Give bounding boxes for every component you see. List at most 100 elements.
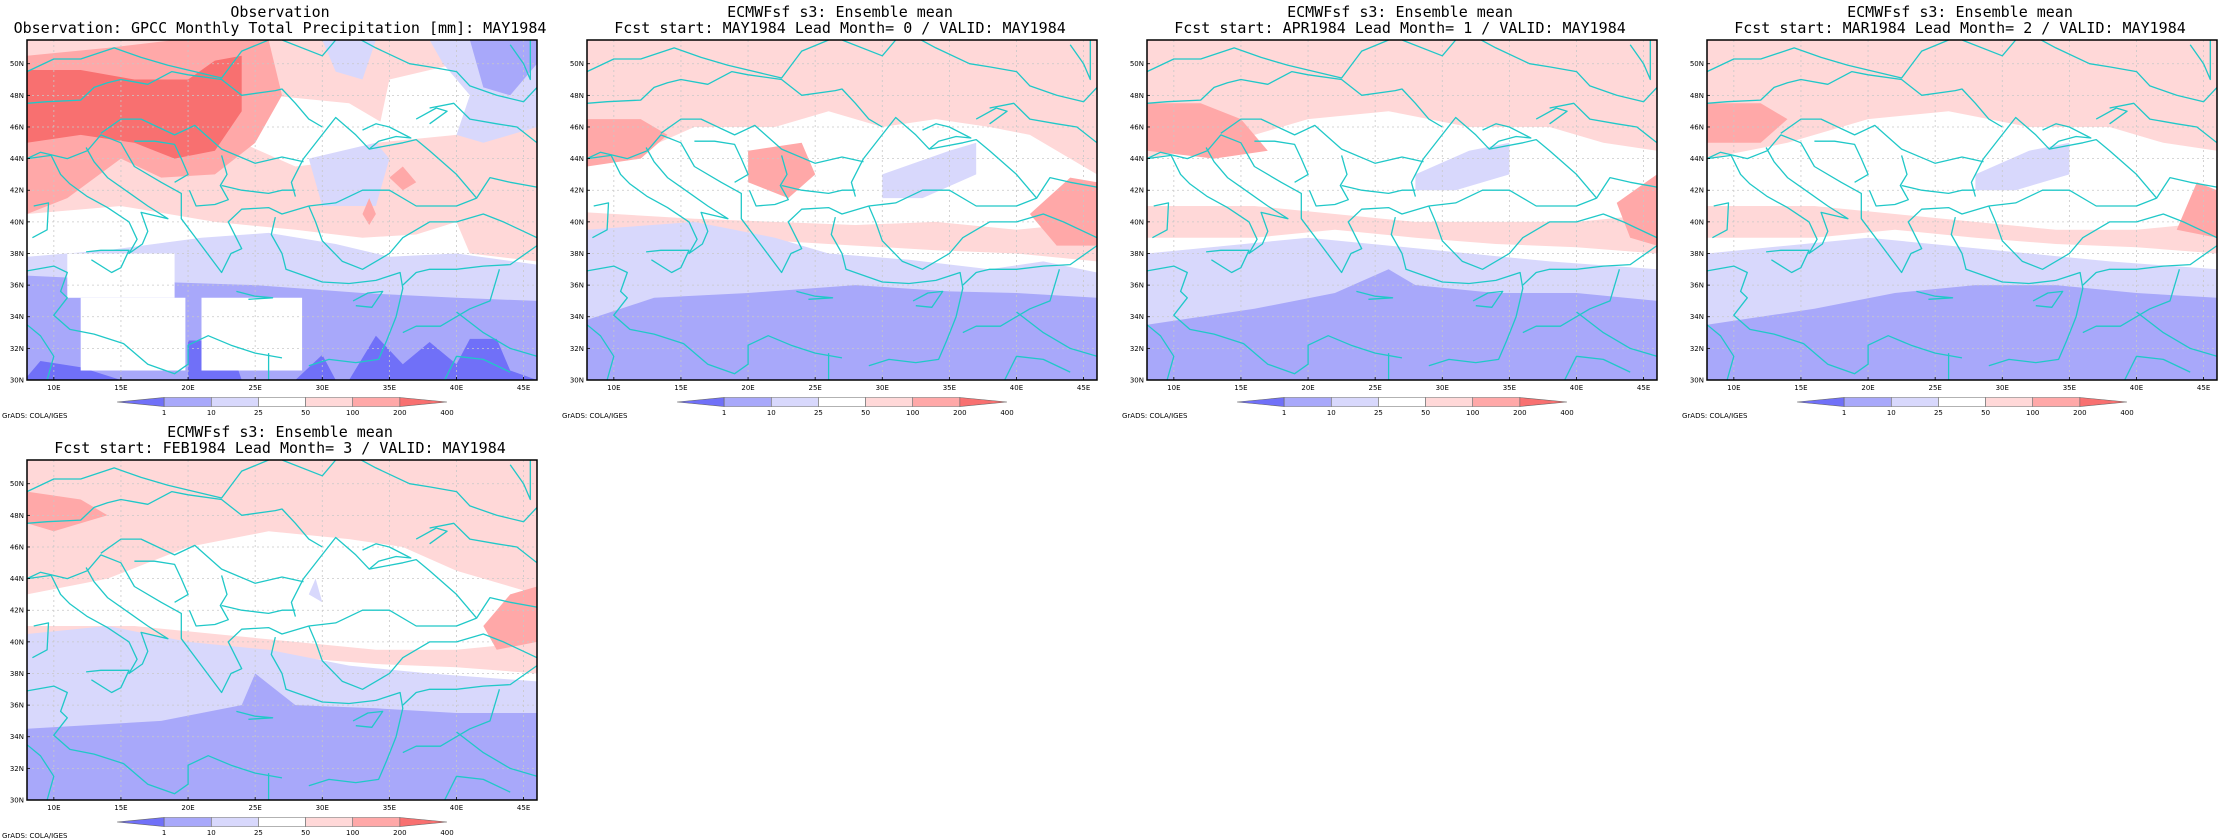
lat-tick-label: 38N bbox=[10, 250, 24, 258]
colorbar-label: 400 bbox=[1000, 409, 1013, 417]
colorbar-label: 1 bbox=[162, 409, 166, 417]
lon-tick-label: 40E bbox=[1570, 384, 1583, 392]
lon-tick-label: 45E bbox=[517, 804, 530, 812]
lon-tick-label: 15E bbox=[674, 384, 687, 392]
lat-tick-label: 50N bbox=[570, 60, 584, 68]
panel-title: ECMWFsf s3: Ensemble mean bbox=[1287, 3, 1513, 21]
lon-tick-label: 25E bbox=[1928, 384, 1941, 392]
colorbar-swatch bbox=[865, 397, 914, 407]
lat-tick-label: 30N bbox=[1690, 377, 1704, 385]
lon-tick-label: 20E bbox=[181, 804, 194, 812]
lat-tick-label: 46N bbox=[1690, 123, 1704, 131]
shade-region bbox=[587, 119, 668, 167]
lat-tick-label: 34N bbox=[10, 313, 24, 321]
coastlines bbox=[587, 40, 1097, 380]
lon-tick-label: 25E bbox=[1368, 384, 1381, 392]
colorbar-swatch bbox=[2032, 397, 2081, 407]
colorbar-swatch bbox=[1890, 397, 1939, 407]
lon-tick-label: 35E bbox=[943, 384, 956, 392]
lat-tick-label: 38N bbox=[1130, 250, 1144, 258]
shade-region bbox=[389, 166, 417, 191]
lat-tick-label: 32N bbox=[570, 345, 584, 353]
colorbar-label: 25 bbox=[1374, 409, 1383, 417]
colorbar-swatch bbox=[1378, 397, 1426, 407]
lat-tick-label: 46N bbox=[10, 123, 24, 131]
colorbar-swatch bbox=[352, 817, 401, 827]
colorbar-label: 10 bbox=[207, 829, 216, 837]
colorbar-label: 10 bbox=[1327, 409, 1336, 417]
graticule bbox=[27, 460, 537, 800]
colorbar-swatch bbox=[163, 817, 212, 827]
precip-field bbox=[1707, 40, 2217, 380]
map-frame bbox=[1146, 39, 1658, 381]
lon-tick-label: 25E bbox=[808, 384, 821, 392]
colorbar-swatch bbox=[959, 397, 1008, 407]
colorbar-label: 100 bbox=[2026, 409, 2039, 417]
lon-tick-label: 10E bbox=[47, 384, 60, 392]
colorbar-swatch bbox=[1796, 397, 1845, 407]
colorbar-swatch bbox=[912, 397, 961, 407]
lat-tick-label: 42N bbox=[10, 607, 24, 615]
lat-tick-label: 48N bbox=[1690, 92, 1704, 100]
panel-subtitle: Fcst start: MAY1984 Lead Month= 0 / VALI… bbox=[614, 19, 1066, 37]
shade-region bbox=[80, 297, 186, 371]
colorbar-swatch bbox=[258, 397, 306, 407]
colorbar-swatch bbox=[1472, 397, 1521, 407]
colorbar-label: 100 bbox=[346, 409, 359, 417]
lon-tick-label: 20E bbox=[1301, 384, 1314, 392]
lon-tick-label: 35E bbox=[1503, 384, 1516, 392]
colorbar-label: 50 bbox=[1981, 409, 1990, 417]
shade-region bbox=[201, 297, 303, 371]
lat-tick-label: 38N bbox=[10, 670, 24, 678]
colorbar-swatch bbox=[770, 397, 819, 407]
lat-tick-label: 32N bbox=[1690, 345, 1704, 353]
shade-region bbox=[1707, 103, 1788, 143]
grads-credit: GrADS: COLA/IGES bbox=[1122, 412, 1188, 420]
lat-tick-label: 50N bbox=[1690, 60, 1704, 68]
panel-subtitle: Fcst start: MAR1984 Lead Month= 2 / VALI… bbox=[1734, 19, 2186, 37]
panel-title: ECMWFsf s3: Ensemble mean bbox=[1847, 3, 2073, 21]
panel-subtitle: Fcst start: APR1984 Lead Month= 1 / VALI… bbox=[1174, 19, 1626, 37]
colorbar: 1 10 25 50 100 200 400 bbox=[116, 817, 454, 837]
shade-region bbox=[469, 40, 537, 96]
shade-region bbox=[362, 198, 376, 225]
colorbar-swatch bbox=[1236, 397, 1285, 407]
lon-tick-label: 40E bbox=[1010, 384, 1023, 392]
colorbar-swatch bbox=[163, 397, 212, 407]
map-canvas: 50N 48N 46N 44N 42N 40N 38N 36N 34N 32N 30N 10E 15E 2… bbox=[10, 39, 538, 417]
lon-tick-label: 45E bbox=[2197, 384, 2210, 392]
colorbar-label: 200 bbox=[2073, 409, 2086, 417]
shade-region bbox=[349, 335, 537, 380]
lon-tick-label: 15E bbox=[114, 804, 127, 812]
colorbar-swatch bbox=[1425, 397, 1474, 407]
colorbar-label: 25 bbox=[254, 409, 263, 417]
coastlines bbox=[27, 460, 537, 800]
lon-tick-label: 15E bbox=[1794, 384, 1807, 392]
panel-subtitle: Observation: GPCC Monthly Total Precipit… bbox=[13, 19, 547, 37]
panel-title: Observation bbox=[230, 3, 330, 21]
lon-tick-label: 30E bbox=[1436, 384, 1449, 392]
lat-tick-label: 34N bbox=[1130, 313, 1144, 321]
colorbar-label: 10 bbox=[1887, 409, 1896, 417]
lat-tick-label: 42N bbox=[1690, 187, 1704, 195]
lon-tick-label: 10E bbox=[607, 384, 620, 392]
colorbar: 1 10 25 50 100 200 400 bbox=[676, 397, 1014, 417]
lat-tick-label: 42N bbox=[1130, 187, 1144, 195]
lat-tick-label: 46N bbox=[570, 123, 584, 131]
lat-tick-label: 36N bbox=[10, 282, 24, 290]
colorbar-swatch bbox=[352, 397, 401, 407]
lat-tick-label: 30N bbox=[1130, 377, 1144, 385]
map-canvas: 50N 48N 46N 44N 42N 40N 38N 36N 34N 32N 30N 10E 15E 2… bbox=[1690, 39, 2218, 417]
lat-tick-label: 46N bbox=[10, 543, 24, 551]
map-panel-obs: Observation Observation: GPCC Monthly Tot… bbox=[0, 0, 560, 421]
map-frame bbox=[586, 39, 1098, 381]
colorbar-label: 50 bbox=[1421, 409, 1430, 417]
lon-tick-label: 15E bbox=[1234, 384, 1247, 392]
colorbar-label: 200 bbox=[393, 829, 406, 837]
precip-field bbox=[1147, 40, 1657, 380]
lon-tick-label: 30E bbox=[876, 384, 889, 392]
coastlines bbox=[1147, 40, 1657, 380]
lat-tick-label: 36N bbox=[10, 702, 24, 710]
panel-title: ECMWFsf s3: Ensemble mean bbox=[167, 423, 393, 441]
lat-tick-label: 36N bbox=[1690, 282, 1704, 290]
